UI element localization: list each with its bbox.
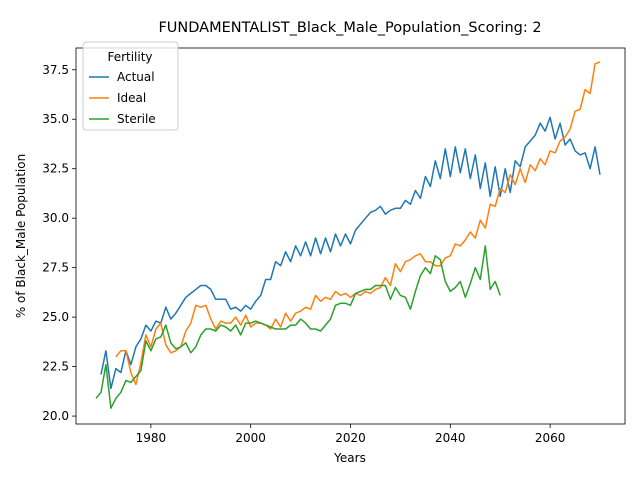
x-axis-ticks: 1980 2000 2020 2040 2060 (136, 424, 566, 445)
legend-title: Fertility (107, 50, 152, 64)
series-line-sterile (95, 245, 501, 409)
x-tick-label: 2000 (235, 431, 266, 445)
y-tick-label: 22.5 (42, 360, 69, 374)
y-axis-ticks: 20.0 22.5 25.0 27.5 30.0 32.5 35.0 37.5 (42, 63, 76, 423)
legend-box (82, 41, 179, 131)
y-tick-label: 25.0 (42, 310, 69, 324)
plot-area (95, 61, 601, 409)
y-tick-label: 20.0 (42, 409, 69, 423)
legend-label-ideal: Ideal (117, 91, 146, 105)
legend-label-sterile: Sterile (117, 112, 156, 126)
y-tick-label: 37.5 (42, 63, 69, 77)
series-line-actual (100, 116, 601, 390)
x-tick-label: 2020 (335, 431, 366, 445)
y-tick-label: 35.0 (42, 112, 69, 126)
x-axis-label: Years (333, 451, 366, 465)
legend-label-actual: Actual (117, 70, 155, 84)
legend: Fertility Actual Ideal Sterile (82, 41, 179, 131)
y-tick-label: 30.0 (42, 211, 69, 225)
x-tick-label: 2040 (435, 431, 466, 445)
y-axis-label: % of Black_Male Population (14, 154, 28, 318)
series-line-ideal (115, 61, 601, 386)
legend-entries: Actual Ideal Sterile (89, 70, 156, 126)
y-tick-label: 32.5 (42, 162, 69, 176)
y-tick-label: 27.5 (42, 261, 69, 275)
x-tick-label: 2060 (535, 431, 566, 445)
chart-title: FUNDAMENTALIST_Black_Male_Population_Sco… (158, 20, 541, 36)
x-tick-label: 1980 (136, 431, 167, 445)
